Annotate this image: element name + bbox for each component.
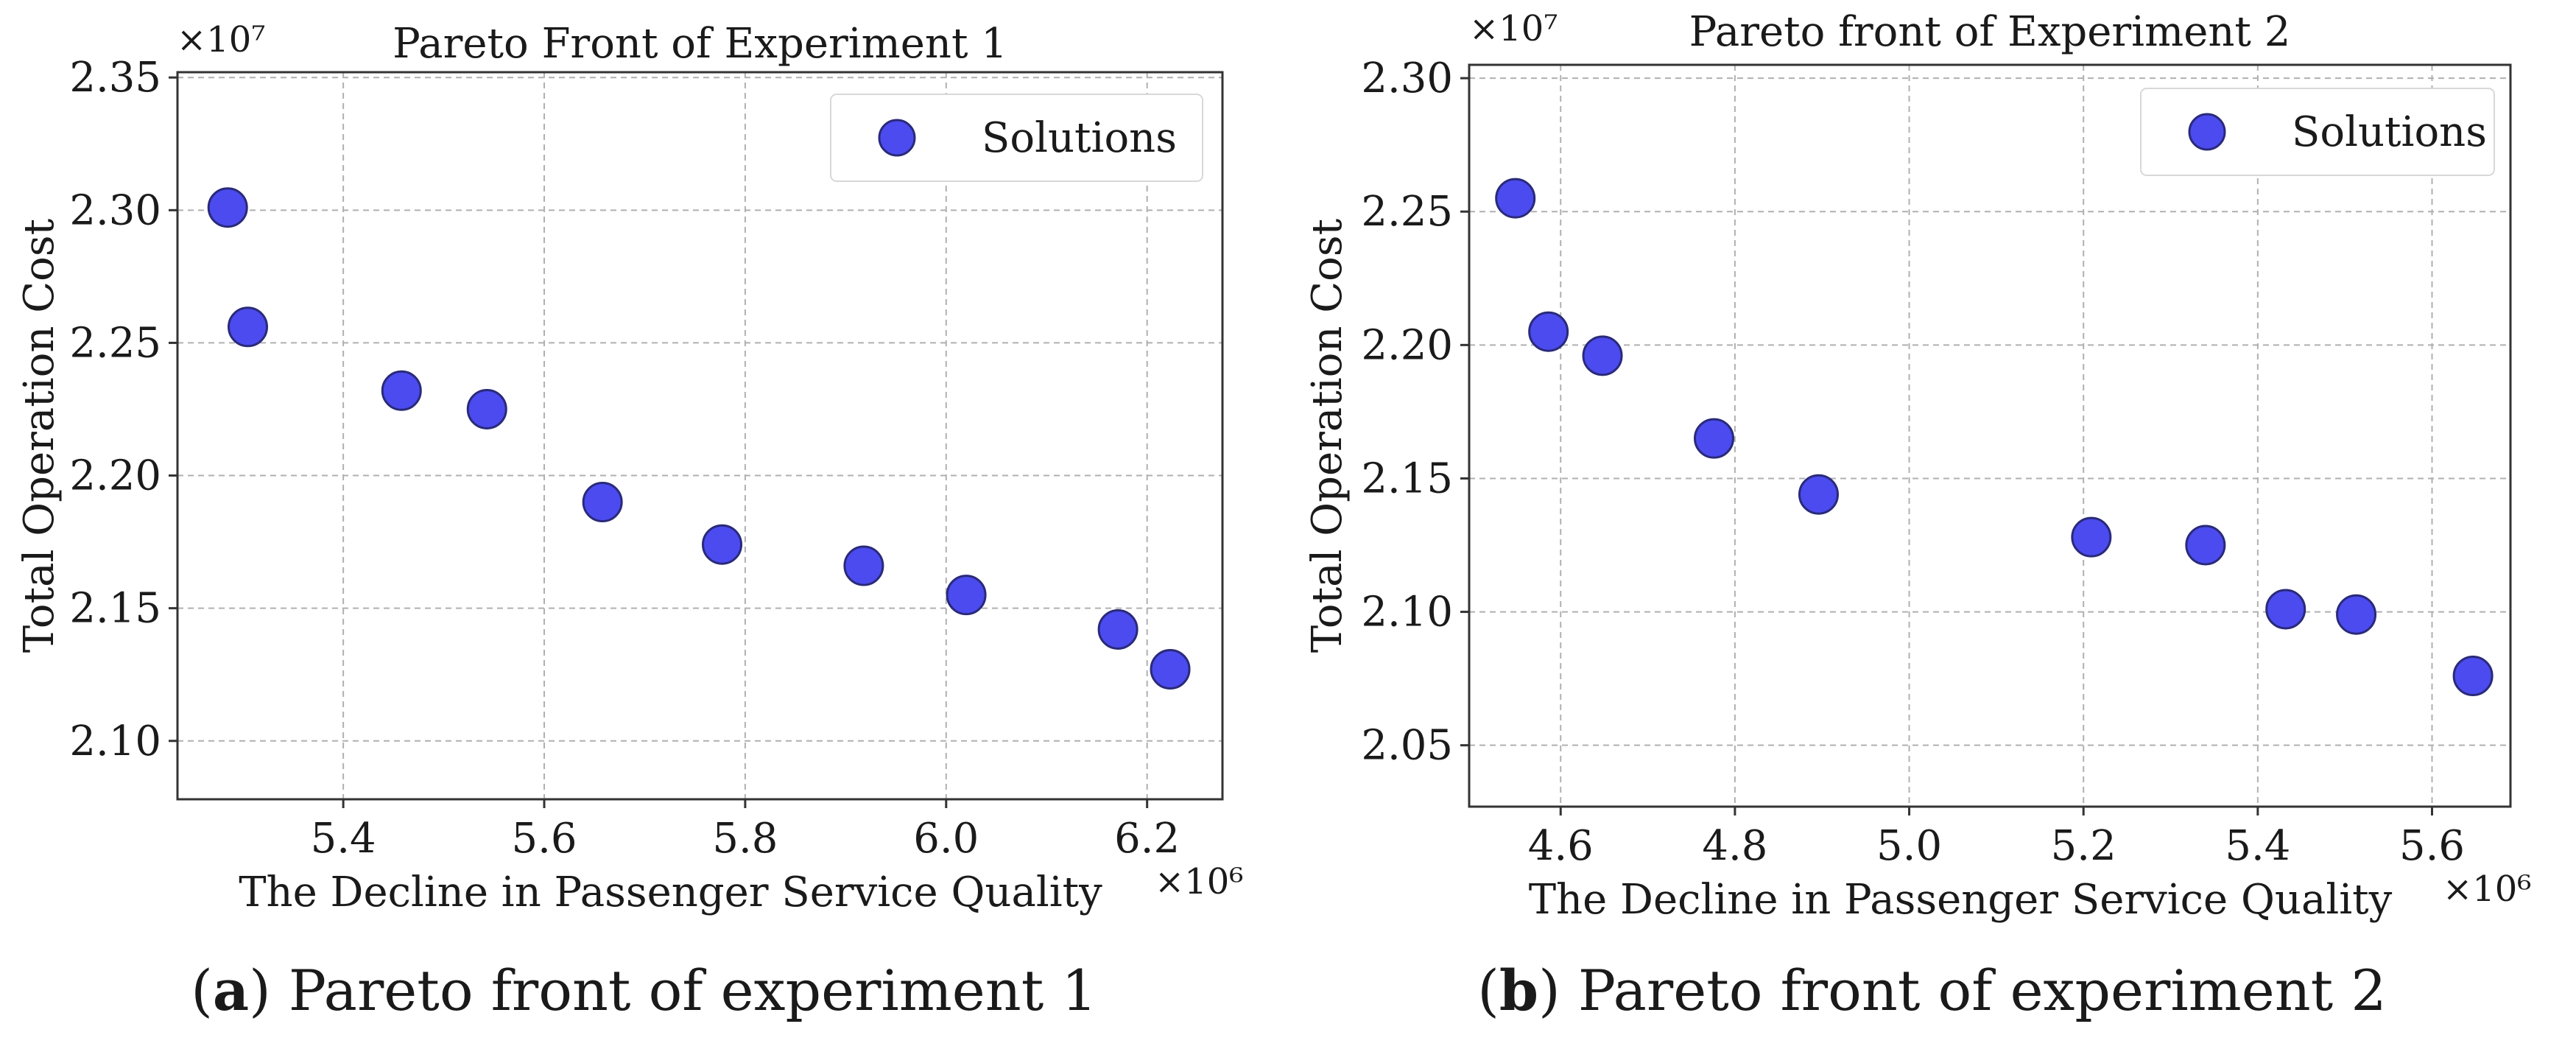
x-tick-label-a-3: 6.0 [913, 815, 979, 863]
x-tick-label-b-2: 5.0 [1876, 822, 1942, 870]
x-tick-label-b-3: 5.2 [2051, 822, 2116, 870]
y-tick-label-a-2: 2.20 [69, 452, 161, 500]
x-tick-label-a-0: 5.4 [311, 815, 376, 863]
caption-a: (a) Pareto front of experiment 1 [0, 958, 1288, 1023]
data-point-a-9 [1150, 648, 1191, 690]
y-multiplier-b: ×10⁷ [1469, 8, 1558, 49]
chart-title-b: Pareto front of Experiment 2 [1689, 8, 2291, 56]
data-point-b-1 [1528, 311, 1569, 352]
x-multiplier-b: ×10⁶ [2443, 869, 2532, 910]
legend-marker-a [878, 119, 916, 157]
data-point-a-0 [207, 187, 248, 228]
y-tick-label-b-2: 2.15 [1361, 455, 1453, 502]
data-point-a-4 [582, 482, 623, 523]
chart-panel-b: 4.6 4.8 5.0 5.2 5.4 5.6 2.05 2.10 2.15 2.20 2.25 2.… [1288, 0, 2576, 1063]
data-point-b-8 [2336, 594, 2377, 635]
data-point-a-1 [228, 306, 269, 348]
y-tick-label-a-1: 2.15 [69, 585, 161, 633]
caption-a-prefix: ( [191, 958, 213, 1023]
y-axis-label-a: Total Operation Cost [15, 218, 63, 653]
data-point-b-9 [2452, 656, 2494, 697]
legend-box-a [830, 94, 1203, 182]
x-tick-label-b-4: 5.4 [2225, 822, 2290, 870]
x-tick-label-b-5: 5.6 [2399, 822, 2465, 870]
plot-frame-a [176, 71, 1224, 801]
x-axis-label-a: The Decline in Passenger Service Quality [239, 869, 1102, 916]
legend-marker-b [2188, 113, 2226, 151]
y-tick-label-b-1: 2.10 [1361, 589, 1453, 636]
caption-a-text: ) Pareto front of experiment 1 [249, 958, 1097, 1023]
data-point-a-5 [702, 524, 743, 565]
caption-b-letter: b [1499, 958, 1539, 1023]
legend-label-a: Solutions [982, 114, 1177, 162]
y-tick-label-b-3: 2.20 [1361, 321, 1453, 369]
y-axis-label-b: Total Operation Cost [1303, 218, 1351, 653]
y-tick-label-a-5: 2.35 [69, 54, 161, 102]
legend-label-b: Solutions [2292, 108, 2487, 156]
x-axis-label-b: The Decline in Passenger Service Quality [1529, 876, 2393, 924]
data-point-b-6 [2185, 525, 2226, 566]
y-tick-label-a-3: 2.25 [69, 319, 161, 367]
x-tick-label-a-2: 5.8 [712, 815, 778, 863]
data-point-b-0 [1495, 178, 1536, 219]
data-point-b-4 [1798, 474, 1839, 515]
data-point-b-2 [1582, 335, 1623, 376]
data-point-b-5 [2071, 516, 2112, 558]
data-point-a-8 [1097, 608, 1139, 650]
y-tick-label-b-0: 2.05 [1361, 722, 1453, 770]
y-tick-label-b-5: 2.30 [1361, 55, 1453, 102]
caption-b-prefix: ( [1477, 958, 1499, 1023]
scatter-chart-b: 4.6 4.8 5.0 5.2 5.4 5.6 2.05 2.10 2.15 2.20 2.25 2.… [1303, 8, 2532, 924]
plot-frame-b [1468, 63, 2512, 808]
caption-b: (b) Pareto front of experiment 2 [1288, 958, 2576, 1023]
data-point-a-2 [381, 370, 422, 411]
data-point-a-6 [843, 545, 884, 586]
x-tick-label-a-4: 6.2 [1114, 815, 1180, 863]
y-tick-label-b-4: 2.25 [1361, 188, 1453, 236]
caption-b-text: ) Pareto front of experiment 2 [1538, 958, 2387, 1023]
chart-title-a: Pareto Front of Experiment 1 [393, 20, 1007, 68]
x-tick-label-b-1: 4.8 [1702, 822, 1767, 870]
scatter-chart-a: 5.4 5.6 5.8 6.0 6.2 2.10 2.15 2.20 2.25 2.30 2.35 P… [15, 19, 1244, 916]
x-tick-label-b-0: 4.6 [1528, 822, 1594, 870]
legend-box-b [2140, 88, 2495, 176]
y-tick-label-a-4: 2.30 [69, 186, 161, 234]
x-multiplier-a: ×10⁶ [1155, 861, 1244, 902]
x-tick-label-a-1: 5.6 [511, 815, 577, 863]
data-point-a-3 [466, 388, 507, 429]
y-tick-label-a-0: 2.10 [69, 718, 161, 765]
chart-panel-a: 5.4 5.6 5.8 6.0 6.2 2.10 2.15 2.20 2.25 2.30 2.35 P… [0, 19, 1288, 1023]
y-multiplier-a: ×10⁷ [177, 19, 266, 60]
data-point-a-7 [946, 575, 987, 616]
data-point-b-3 [1693, 418, 1734, 459]
caption-a-letter: a [212, 958, 250, 1023]
data-point-b-7 [2265, 589, 2306, 630]
